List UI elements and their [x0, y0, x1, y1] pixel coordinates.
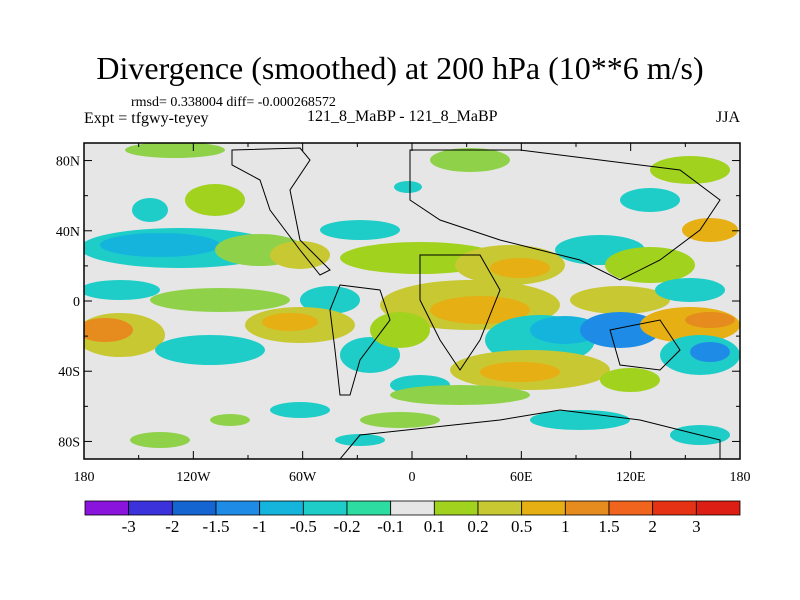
- colorbar: [84, 500, 741, 516]
- colorbar-swatch: [564, 500, 610, 516]
- y-tick-label: 0: [73, 295, 80, 310]
- y-tick-label: 80N: [56, 155, 80, 170]
- x-tick-label: 0: [409, 470, 416, 485]
- colorbar-label: -1.5: [202, 517, 230, 536]
- colorbar-swatch: [433, 500, 479, 516]
- colorbar-label: 0.1: [423, 517, 445, 536]
- y-tick-label: 80S: [58, 435, 80, 450]
- colorbar-swatch: [390, 500, 435, 516]
- x-tick-label: 120E: [616, 470, 646, 485]
- colorbar-swatch: [608, 500, 654, 516]
- season-label: JJA: [716, 109, 741, 126]
- colorbar-label: 0.5: [511, 517, 533, 536]
- axis-ticks: [83, 143, 741, 459]
- colorbar-label: -3: [121, 517, 136, 536]
- stats-text: rmsd= 0.338004 diff= -0.000268572: [131, 95, 336, 110]
- colorbar-swatch: [84, 500, 130, 516]
- coastlines: [231, 147, 721, 459]
- colorbar-label: -0.2: [333, 517, 361, 536]
- field-layer: [84, 143, 740, 448]
- colorbar-swatch: [477, 500, 523, 516]
- colorbar-swatch: [652, 500, 697, 516]
- axis-tick-labels: 180 120W 60W 0 60E 120E 180 80N 40N 0 40S 80S: [56, 155, 751, 485]
- chart-title: Divergence (smoothed) at 200 hPa (10**6 …: [96, 50, 704, 86]
- colorbar-swatch: [128, 500, 173, 516]
- colorbar-swatch: [215, 500, 261, 516]
- colorbar-swatch: [346, 500, 392, 516]
- colorbar-label: -2: [165, 517, 180, 536]
- x-tick-label: 60E: [510, 470, 533, 485]
- x-tick-label: 180: [730, 470, 751, 485]
- x-tick-label: 120W: [176, 470, 211, 485]
- colorbar-label: 1: [561, 517, 570, 536]
- colorbar-swatch: [302, 500, 348, 516]
- colorbar-swatch: [171, 500, 217, 516]
- expt-text: Expt = tfgwy-teyey: [84, 110, 209, 127]
- colorbar-label: 3: [692, 517, 701, 536]
- y-tick-label: 40S: [58, 365, 80, 380]
- colorbar-label: -0.5: [289, 517, 317, 536]
- colorbar-label: -0.1: [377, 517, 405, 536]
- colorbar-label: 1.5: [598, 517, 620, 536]
- colorbar-swatch: [695, 500, 741, 516]
- colorbar-swatch: [521, 500, 566, 516]
- colorbar-swatch: [259, 500, 304, 516]
- case-text: 121_8_MaBP - 121_8_MaBP: [307, 108, 498, 125]
- x-tick-label: 180: [74, 470, 95, 485]
- x-tick-label: 60W: [289, 470, 317, 485]
- y-tick-label: 40N: [56, 225, 80, 240]
- colorbar-label: -1: [252, 517, 267, 536]
- colorbar-label: 0.2: [467, 517, 489, 536]
- colorbar-label: 2: [648, 517, 657, 536]
